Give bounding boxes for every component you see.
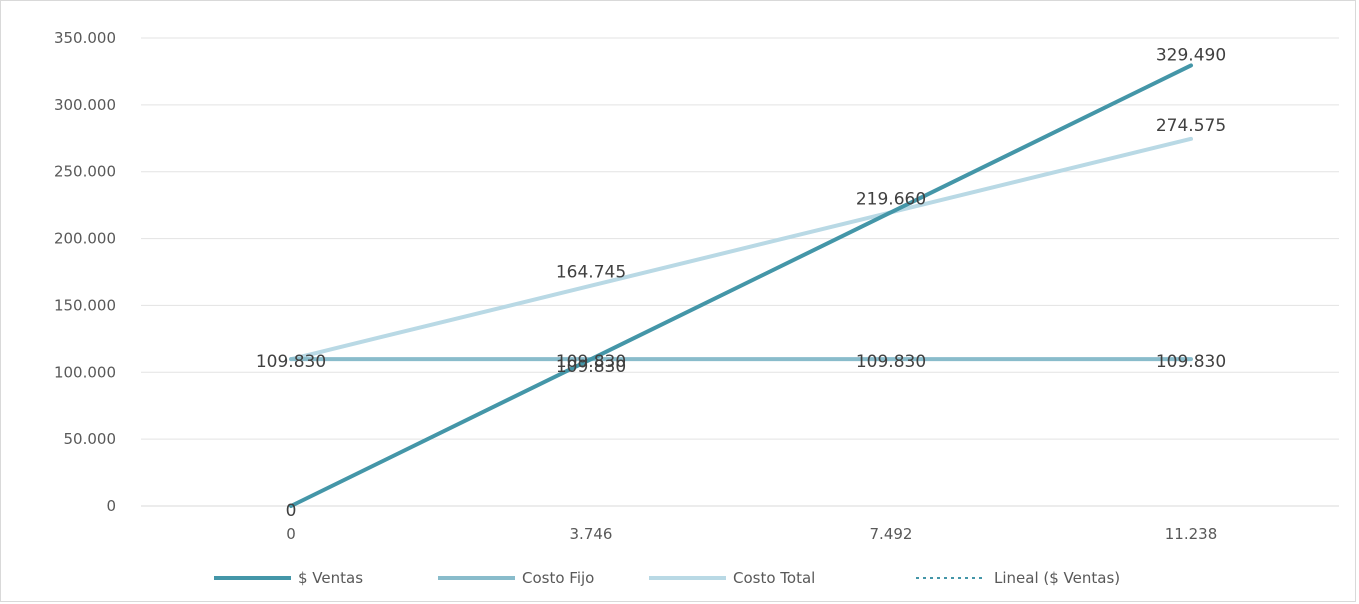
legend-item-3: Lineal ($ Ventas) <box>916 569 1120 587</box>
series-line-0 <box>289 63 1193 508</box>
x-tick-label: 7.492 <box>870 525 913 543</box>
legend-label: Costo Total <box>733 569 815 587</box>
data-label-costo-fijo: 109.830 <box>856 352 926 372</box>
legend-label: Lineal ($ Ventas) <box>994 569 1120 587</box>
data-label-costo-fijo: 109.830 <box>1156 352 1226 372</box>
gridlines <box>141 37 1339 507</box>
series-line-2 <box>289 136 1193 362</box>
y-tick-label: 300.000 <box>54 96 116 114</box>
data-label-costo-total: 164.745 <box>556 263 626 283</box>
y-axis-ticks: 0 50.000 100.000 150.000 200.000 250.000 300.0… <box>54 29 116 515</box>
data-label-costo-fijo: 109.830 <box>256 352 326 372</box>
legend-item-2: Costo Total <box>649 569 815 587</box>
data-label-ventas: 219.660 <box>856 189 926 209</box>
y-tick-label: 150.000 <box>54 296 116 314</box>
legend-item-1: Costo Fijo <box>438 569 594 587</box>
y-tick-label: 0 <box>106 497 116 515</box>
legend-label: Costo Fijo <box>522 569 594 587</box>
legend-item-0: $ Ventas <box>214 569 363 587</box>
x-tick-label: 3.746 <box>570 525 613 543</box>
series-lines <box>289 63 1193 508</box>
y-tick-label: 350.000 <box>54 29 116 47</box>
y-tick-label: 200.000 <box>54 230 116 248</box>
x-axis-ticks: 0 3.746 7.492 11.238 <box>286 525 1217 543</box>
legend-label: $ Ventas <box>298 569 363 587</box>
x-tick-label: 11.238 <box>1165 525 1218 543</box>
y-tick-label: 250.000 <box>54 163 116 181</box>
legend: $ Ventas Costo Fijo Costo Total Lineal ($ V… <box>214 569 1120 587</box>
data-label-costo-total: 274.575 <box>1156 116 1226 136</box>
data-label-costo-fijo: 109.830 <box>556 352 626 372</box>
data-label-ventas: 109.830 <box>556 357 626 377</box>
data-label-ventas: 0 <box>286 501 297 521</box>
x-tick-label: 0 <box>286 525 296 543</box>
y-tick-label: 50.000 <box>64 430 117 448</box>
y-tick-label: 100.000 <box>54 363 116 381</box>
data-label-ventas: 329.490 <box>1156 45 1226 65</box>
